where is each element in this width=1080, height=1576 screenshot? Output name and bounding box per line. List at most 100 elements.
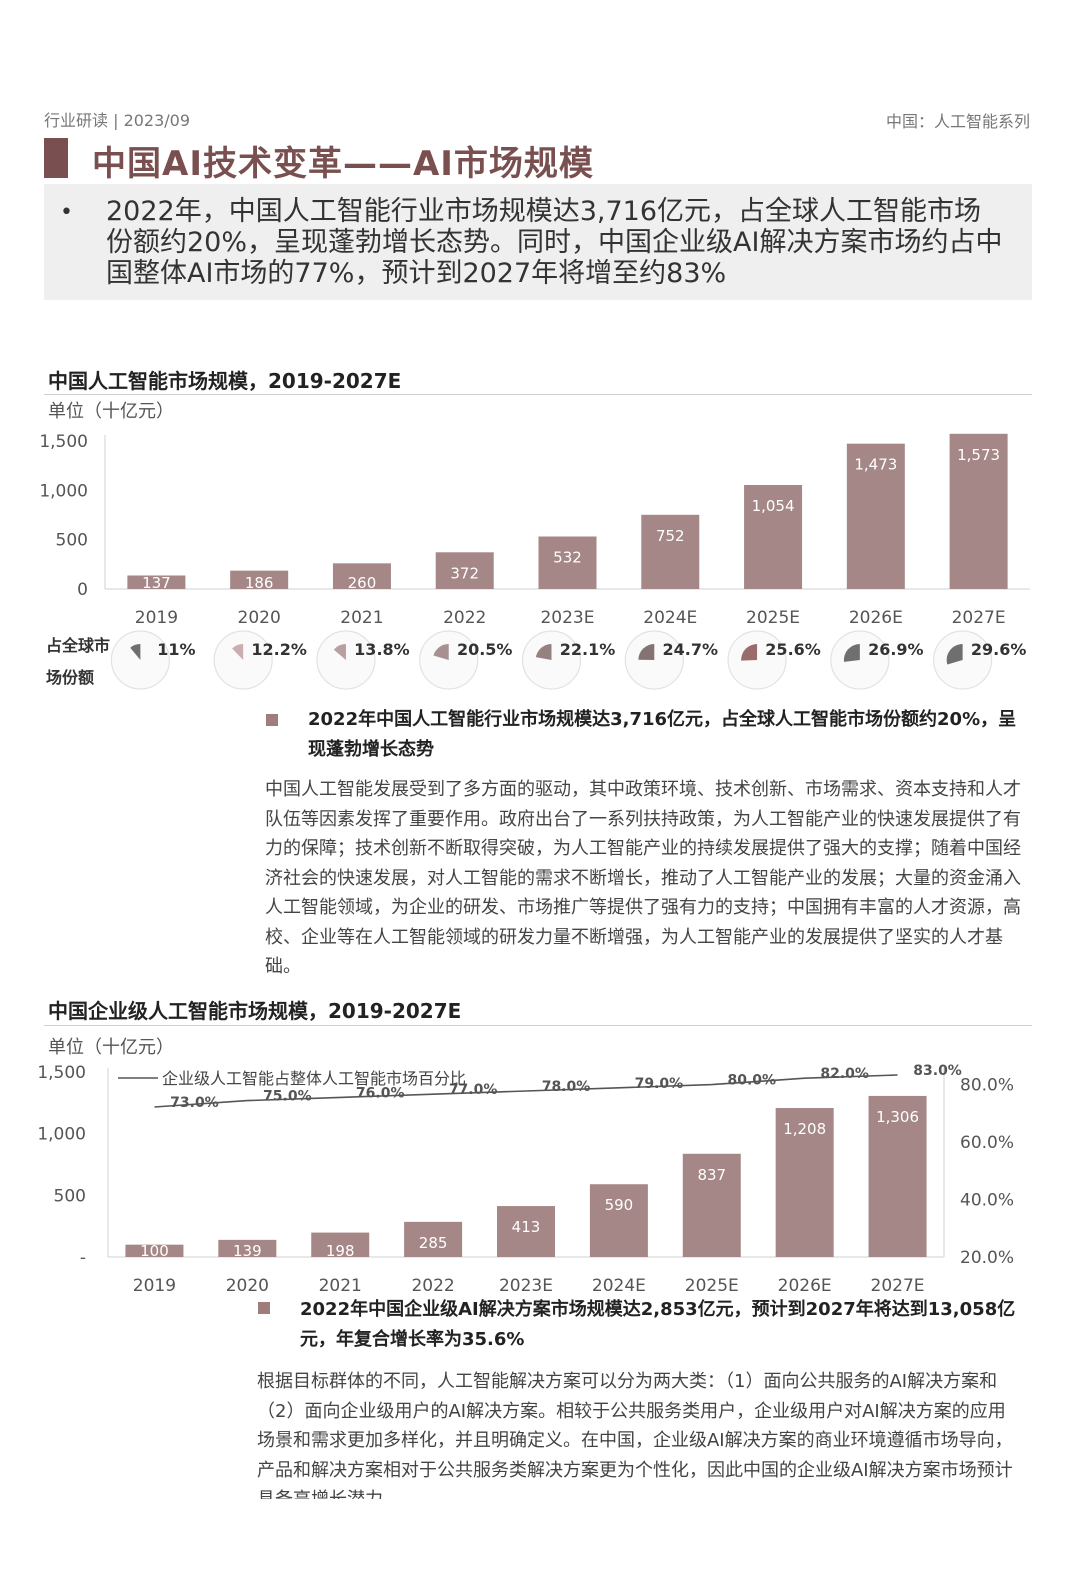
chart1-bar (230, 570, 289, 589)
chart2-x-tick: 2026E (778, 1276, 832, 1296)
chart1-x-tick: 2020 (238, 608, 281, 628)
chart2-x-tick: 2027E (871, 1276, 925, 1296)
chart2-bar-label: 1,208 (783, 1120, 826, 1138)
chart1-share-slice (843, 644, 860, 662)
chart2-y-tick: 1,500 (37, 1063, 86, 1083)
summary-bullet: • (60, 200, 73, 225)
chart1-bar (435, 552, 494, 589)
chart2-bar-label: 100 (140, 1242, 169, 1260)
chart1-y-tick: 0 (77, 580, 88, 600)
chart2-y2-tick: 60.0% (960, 1133, 1014, 1153)
chart1-share-label: 25.6% (765, 640, 821, 659)
chart1-share-slice (638, 644, 655, 660)
chart2-y2-tick: 40.0% (960, 1190, 1014, 1210)
chart2-svg: - 500 1,000 1,500 20.0% 40.0% 60.0% 80.0% 100 201… (37, 1063, 1014, 1296)
chart1-share-label: 26.9% (868, 640, 924, 659)
chart2-bar-label: 285 (419, 1234, 448, 1252)
chart1-bar (949, 433, 1008, 589)
chart2-bar-label: 139 (233, 1242, 262, 1260)
chart1-y-tick: 500 (56, 531, 88, 551)
chart2-y2-tick: 20.0% (960, 1248, 1014, 1268)
chart2-y2-tick: 80.0% (960, 1075, 1014, 1095)
chart2-line-label: 79.0% (635, 1076, 684, 1092)
chart1-share-slice (741, 644, 758, 661)
chart2-bullet-text: 2022年中国企业级AI解决方案市场规模达2,853亿元，预计到2027年将达到… (300, 1299, 1016, 1350)
chart2-x-tick: 2025E (685, 1276, 739, 1296)
chart2-bar (589, 1184, 648, 1257)
chart2-y-tick: 1,000 (37, 1125, 86, 1145)
chart1-share-label: 20.5% (457, 640, 513, 659)
chart1-svg: 0 500 1,000 1,500 137 2019 11% 186 2020 12.2% 260 2… (39, 432, 1030, 690)
chart2-bar-label: 1,306 (876, 1108, 919, 1126)
chart2-bar (311, 1232, 370, 1257)
chart1-bar (332, 563, 391, 589)
bullet-square-1 (266, 714, 278, 726)
chart2-unit: 单位（十亿元） (48, 1037, 174, 1058)
chart2-bar-label: 837 (697, 1166, 726, 1184)
chart1-bar (538, 536, 597, 589)
chart1-unit: 单位（十亿元） (48, 401, 174, 422)
chart2-bar (218, 1239, 277, 1257)
summary-text: 2022年，中国人工智能行业市场规模达3,716亿元，占全球人工智能市场份额约2… (106, 196, 1003, 289)
chart2-y-tick: 500 (54, 1186, 86, 1206)
chart1-share-slice (333, 644, 346, 660)
chart2-bar-label: 590 (605, 1196, 634, 1214)
chart1-share-label: 22.1% (560, 640, 616, 659)
chart1-share-slice (130, 644, 141, 660)
chart2-x-tick: 2020 (226, 1276, 269, 1296)
chart2-line-label: 77.0% (449, 1082, 498, 1098)
chart1-bar (641, 514, 700, 589)
chart2-share-line (154, 1074, 898, 1108)
chart1-x-tick: 2027E (952, 608, 1006, 628)
chart2-y-tick: - (80, 1248, 86, 1268)
chart1-x-tick: 2025E (746, 608, 800, 628)
chart2-line-label: 73.0% (170, 1095, 219, 1111)
chart2-bar (497, 1206, 555, 1257)
chart1-bar-label: 1,054 (752, 497, 795, 515)
chart2-line-label: 80.0% (727, 1073, 776, 1089)
chart2-x-tick: 2021 (319, 1276, 362, 1296)
chart1-bar-label: 372 (450, 564, 479, 582)
chart2-bar (404, 1221, 463, 1257)
chart2-line-label: 78.0% (542, 1079, 591, 1095)
chart1-x-tick: 2026E (849, 608, 903, 628)
chart2-line-label: 75.0% (263, 1089, 312, 1105)
chart1-share-label: 29.6% (971, 640, 1027, 659)
chart2-line-label: 83.0% (913, 1063, 962, 1079)
chart1-bar-label: 752 (656, 527, 685, 545)
chart2-legend-label: 企业级人工智能占整体人工智能市场百分比 (162, 1069, 466, 1088)
chart2-bar (868, 1095, 927, 1257)
chart2-paragraph: 根据目标群体的不同，人工智能解决方案可以分为两大类：（1）面向公共服务的AI解决… (257, 1371, 1013, 1499)
chart2-line-label: 76.0% (356, 1085, 405, 1101)
chart1-share-label: 13.8% (354, 640, 410, 659)
page-title: 中国AI技术变革——AI市场规模 (92, 144, 594, 184)
chart1-y-tick: 1,000 (39, 481, 88, 501)
chart1-bar-label: 186 (245, 574, 274, 592)
chart1-share-label: 24.7% (663, 640, 719, 659)
chart1-bar-label: 532 (553, 549, 582, 567)
chart1-bar-label: 1,473 (854, 456, 897, 474)
chart1-rule (44, 394, 1032, 395)
chart2-bar (682, 1153, 741, 1257)
summary-box: • 2022年，中国人工智能行业市场规模达3,716亿元，占全球人工智能市场份额… (44, 184, 1032, 300)
chart1-bullet-text: 2022年中国人工智能行业市场规模达3,716亿元，占全球人工智能市场份额约20… (308, 709, 1017, 760)
chart2-x-tick: 2019 (133, 1276, 176, 1296)
chart2-rule (44, 1025, 1032, 1026)
title-accent-bar (44, 138, 68, 178)
chart1-bar-label: 1,573 (957, 446, 1000, 464)
chart1-x-tick: 2022 (443, 608, 486, 628)
chart1-bar-label: 137 (142, 574, 171, 592)
chart1-bar (744, 485, 803, 589)
chart1-share-slice (433, 644, 449, 660)
chart1-bar-label: 260 (348, 574, 377, 592)
chart1-x-tick: 2021 (340, 608, 383, 628)
chart2-line-label: 82.0% (820, 1066, 869, 1082)
chart2-x-tick: 2023E (499, 1276, 553, 1296)
chart1-x-tick: 2023E (540, 608, 594, 628)
chart1-bar (127, 575, 186, 589)
chart1-share-label: 12.2% (251, 640, 307, 659)
share-label: 占全球市场份额 (46, 636, 111, 687)
bullet-square-2 (258, 1302, 270, 1314)
chart1-share-slice (946, 644, 963, 665)
chart2-bar (125, 1244, 184, 1257)
